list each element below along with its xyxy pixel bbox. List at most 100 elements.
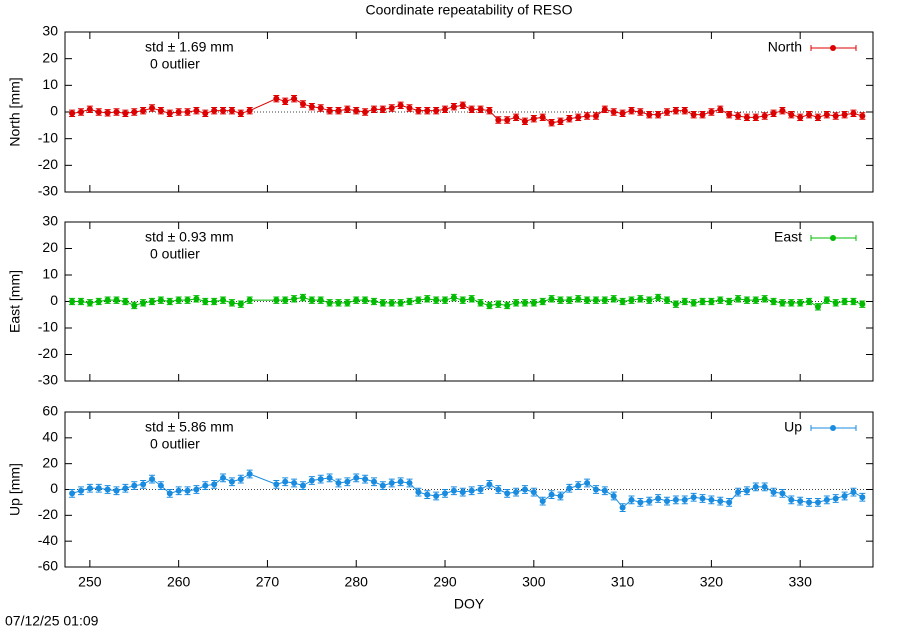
legend-swatch [830,425,836,431]
data-point [326,299,333,306]
data-point [601,487,608,494]
data-point [557,118,564,125]
data-point [175,297,182,304]
data-point [433,297,440,304]
data-point [513,114,520,121]
data-point [806,298,813,305]
data-point [859,301,866,308]
data-point [664,297,671,304]
y-tick-label: 0 [50,480,58,496]
data-point [442,297,449,304]
y-tick-label: -10 [38,319,58,335]
data-point [646,498,653,505]
data-point [122,110,129,117]
data-point [149,476,156,483]
data-point [717,106,724,113]
data-point [575,482,582,489]
data-point [752,297,759,304]
data-point [104,486,111,493]
data-point [450,294,457,301]
data-point [77,109,84,115]
series-line [71,473,863,509]
data-point [628,297,635,304]
series-line [72,98,863,124]
data-point [353,107,360,114]
data-point [193,486,200,493]
data-point [797,498,804,505]
data-point [619,110,626,117]
y-tick-label: -20 [38,345,58,361]
x-tick-label: 250 [78,574,102,590]
data-point [246,297,253,304]
x-tick-label: 300 [522,574,546,590]
data-point [832,299,839,306]
data-point [211,298,218,305]
data-point [140,299,147,306]
data-point [291,480,298,487]
timestamp: 07/12/25 01:09 [5,613,99,629]
data-point [521,486,528,493]
y-tick-label: -30 [38,183,58,199]
data-point [495,117,502,123]
data-point [521,299,528,306]
data-point [726,111,733,118]
data-point [504,490,511,497]
data-point [823,496,830,503]
data-point [335,480,342,487]
data-point [761,295,768,302]
data-point [504,302,511,309]
data-point [761,483,768,490]
data-point [140,481,147,488]
data-point [655,111,662,118]
data-point [814,303,821,310]
data-point [317,105,324,111]
data-point [850,110,857,117]
std-annotation: std ± 0.93 mm [145,229,234,245]
data-point [450,103,457,110]
data-point [637,109,644,115]
data-point [450,487,457,494]
data-point [397,478,404,485]
data-point [184,297,191,304]
data-point [211,107,218,114]
data-point [149,105,156,111]
data-point [513,299,520,306]
data-point [237,301,244,308]
data-point [166,490,173,497]
legend-swatch [830,45,836,51]
x-axis-label: DOY [454,596,485,612]
series-line [72,297,863,308]
data-point [442,490,449,497]
data-point [379,299,386,306]
data-point [655,495,662,502]
x-tick-label: 270 [256,574,280,590]
y-tick-label: -40 [38,532,58,548]
data-point [486,107,493,114]
data-point [228,107,235,114]
data-point [743,297,750,304]
data-point [131,482,138,489]
y-tick-label: 10 [42,76,58,92]
data-point [655,294,662,301]
data-point [495,301,502,308]
data-point [788,299,795,306]
data-point [672,301,679,308]
legend-swatch [830,235,836,241]
data-point [362,476,369,483]
data-point [797,299,804,306]
data-point [672,496,679,503]
outlier-annotation: 0 outlier [150,246,200,262]
data-point [699,111,706,118]
data-point [86,106,93,113]
data-point [557,297,564,304]
data-point [282,98,289,105]
data-point [415,297,422,304]
data-point [95,109,102,115]
data-point [841,492,848,499]
data-point [175,487,182,494]
data-point [406,480,413,487]
data-point [841,111,848,118]
data-point [184,109,191,115]
data-point [370,106,377,113]
